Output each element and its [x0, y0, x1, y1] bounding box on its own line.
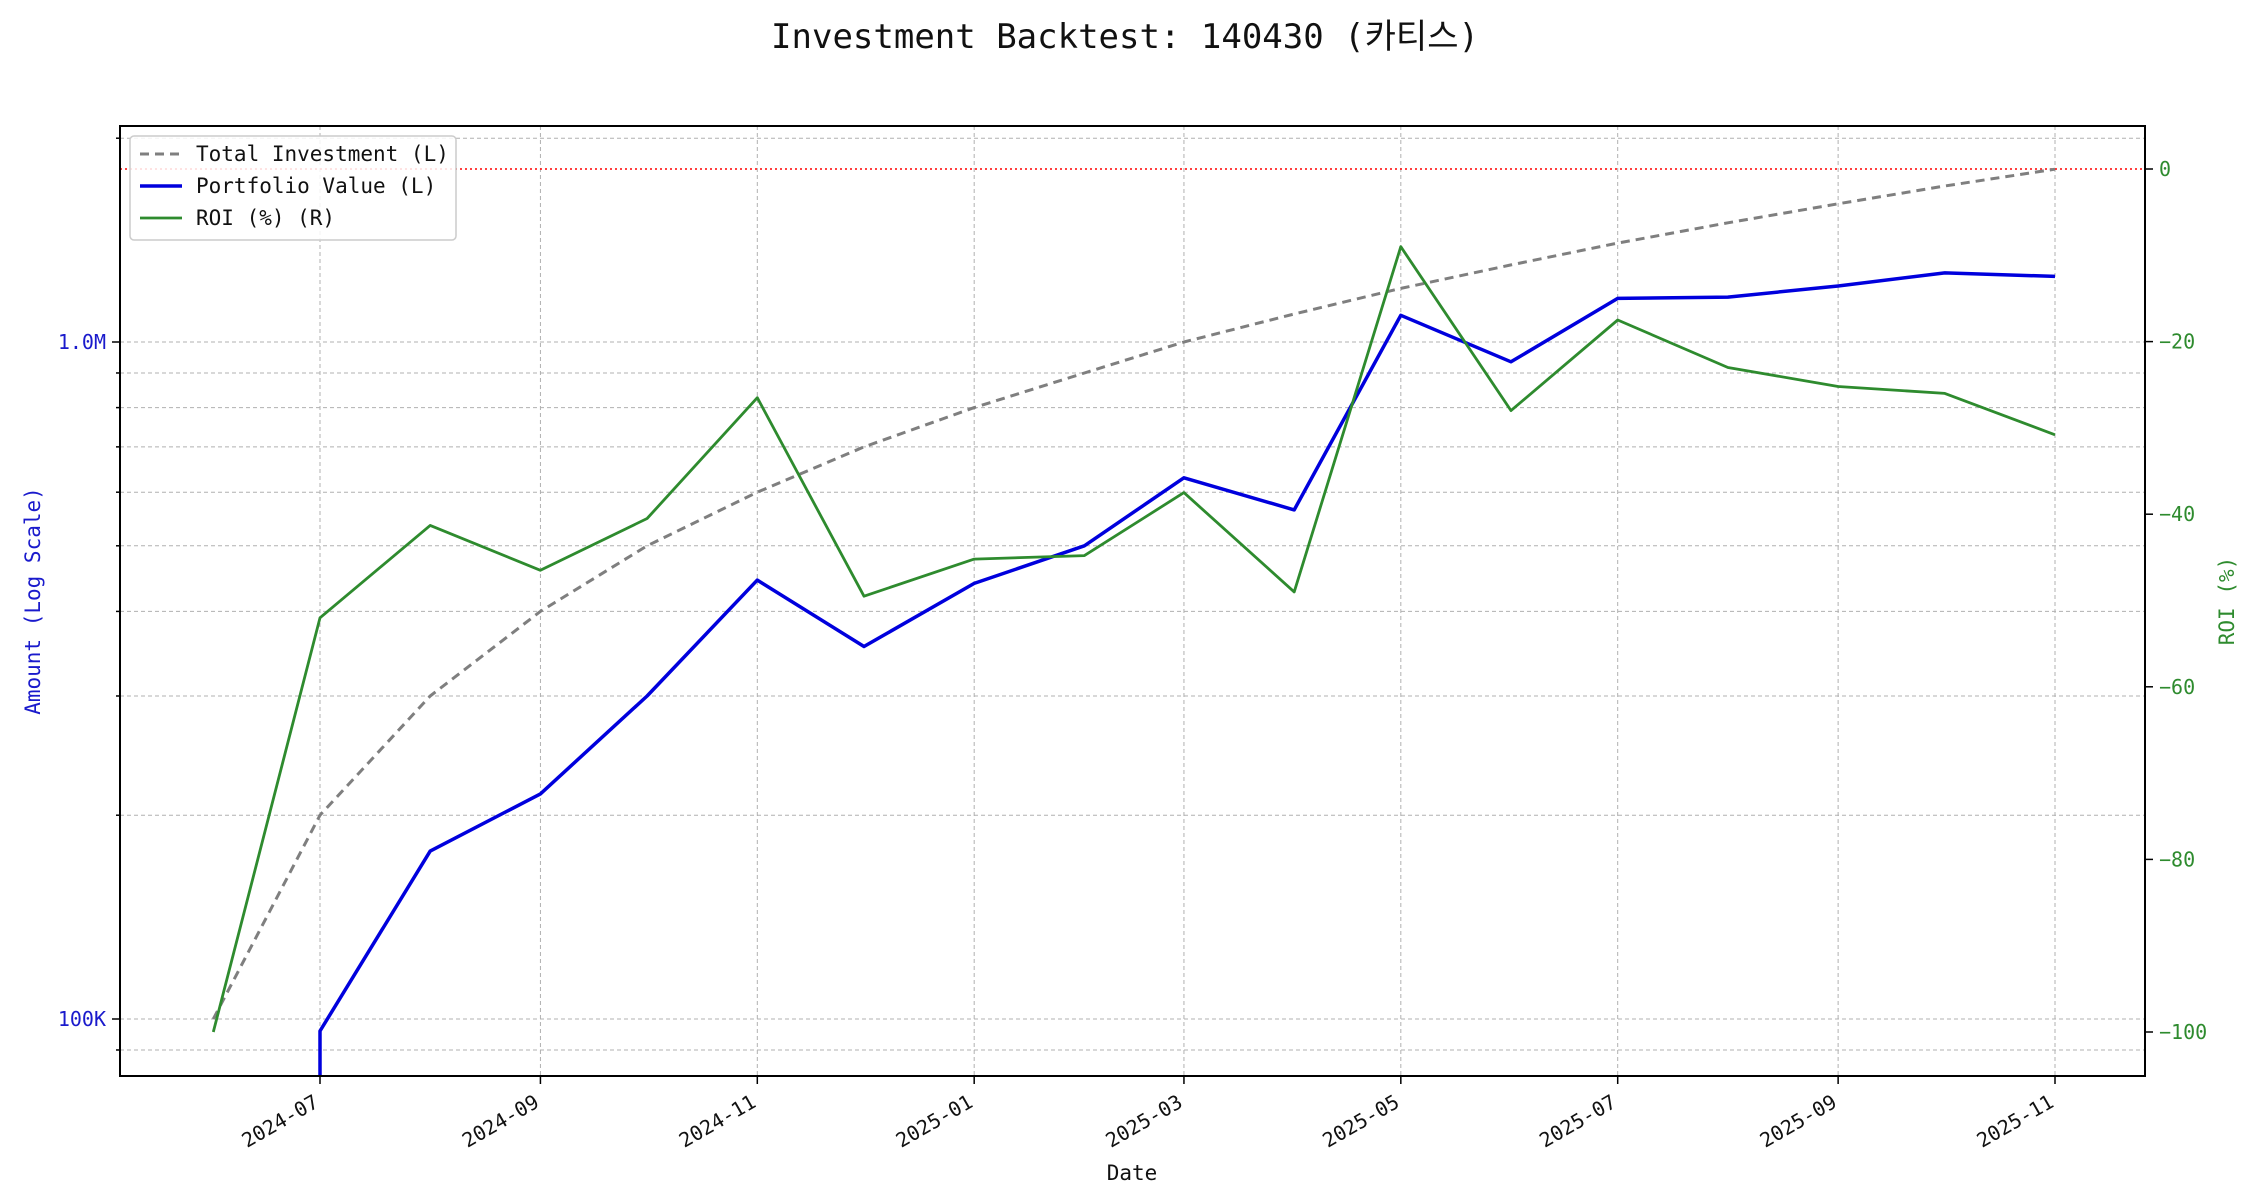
- series-group: [211, 167, 2056, 1076]
- legend-entry-label: ROI (%) (R): [196, 206, 335, 230]
- right-tick-label: −20: [2159, 330, 2195, 354]
- left-tick-label: 1.0M: [58, 330, 106, 354]
- x-tick-label: 2025-07: [1535, 1090, 1620, 1153]
- plot-frame: [119, 125, 2146, 1077]
- legend-box: [129, 135, 457, 241]
- y-axis-left-label: Amount (Log Scale): [21, 487, 45, 715]
- x-tick-label: 2025-09: [1756, 1090, 1841, 1153]
- right-tick-label: −80: [2159, 847, 2195, 871]
- x-tick-label: 2025-05: [1318, 1090, 1403, 1153]
- right-tick-label: 0: [2159, 157, 2171, 181]
- legend: Total Investment (L) Portfolio Value (L) R…: [129, 135, 457, 241]
- chart-title: Investment Backtest: 140430 (카티스): [771, 17, 1479, 57]
- x-tick-label: 2025-01: [892, 1090, 977, 1153]
- x-tick-label: 2024-11: [675, 1090, 760, 1153]
- x-tick-label: 2024-07: [237, 1090, 322, 1153]
- grid: [120, 126, 2145, 1076]
- series-line-roi-r: [211, 245, 2056, 1033]
- x-tick-label: 2025-03: [1101, 1090, 1186, 1153]
- series-line-total-investment-l: [211, 167, 2056, 1020]
- x-tick-label: 2024-09: [458, 1090, 543, 1153]
- x-tick-label: 2025-11: [1972, 1090, 2057, 1153]
- axes-group: 2024-07 2024-09 2024-11 2025-01 2025-03 2025-…: [58, 137, 2207, 1153]
- right-tick-label: −40: [2159, 502, 2195, 526]
- y-axis-right-label: ROI (%): [2215, 557, 2239, 646]
- x-axis-label: Date: [1107, 1161, 1158, 1185]
- legend-entry-label: Portfolio Value (L): [196, 174, 436, 198]
- left-tick-label: 100K: [58, 1007, 106, 1031]
- legend-entry-label: Total Investment (L): [196, 142, 449, 166]
- series-line-portfolio-value-l: [318, 271, 2056, 1076]
- right-tick-label: −60: [2159, 675, 2195, 699]
- right-tick-label: −100: [2159, 1020, 2207, 1044]
